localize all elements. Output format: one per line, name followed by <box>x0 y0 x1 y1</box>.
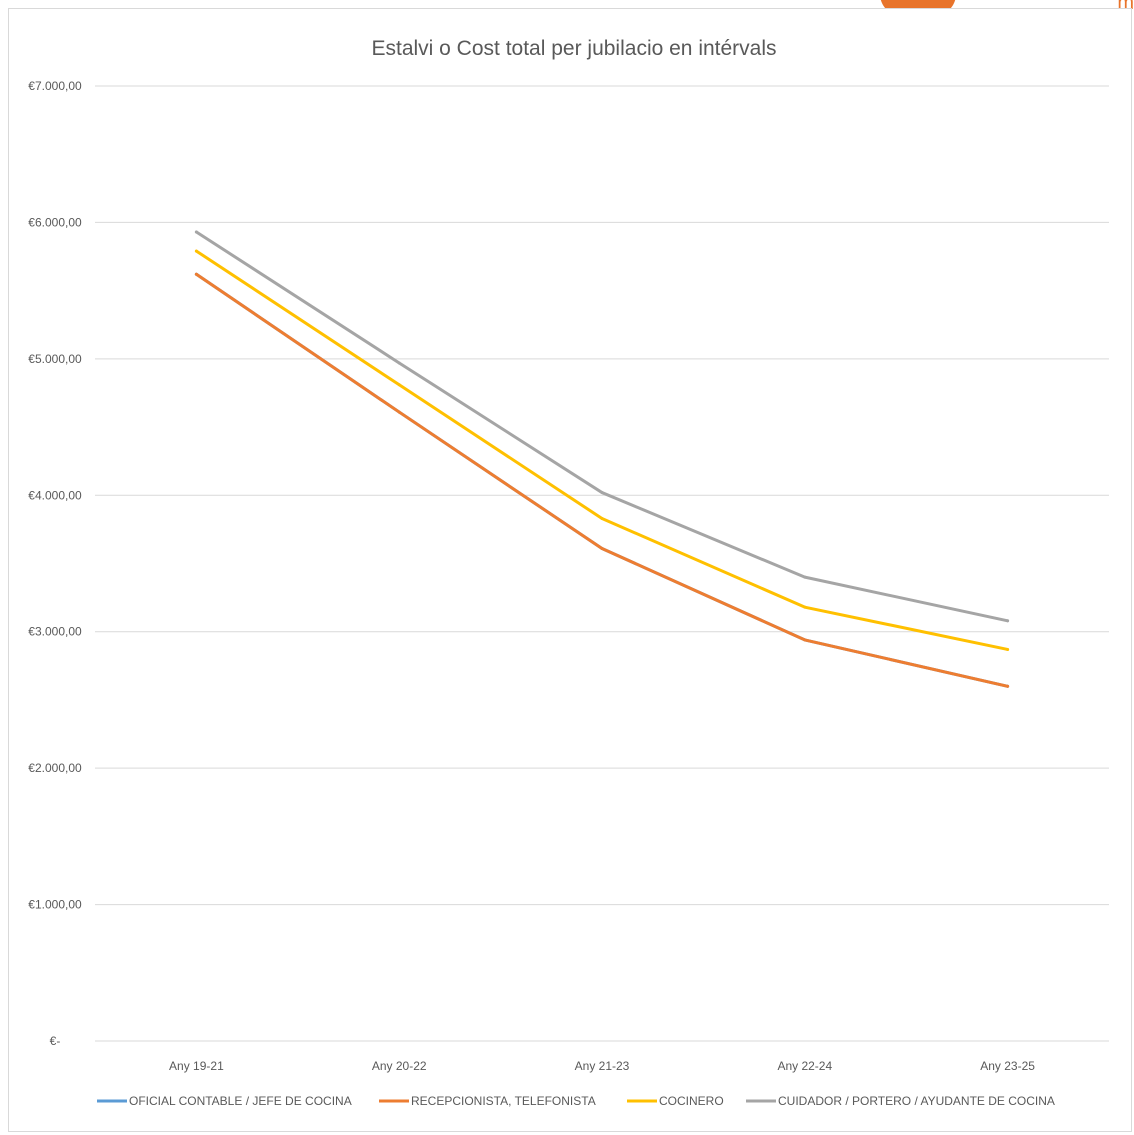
x-tick-label: Any 22-24 <box>777 1059 832 1073</box>
y-tick-label: €6.000,00 <box>28 215 82 229</box>
data-point <box>397 410 401 414</box>
y-tick-label: €2.000,00 <box>28 761 82 775</box>
chart-title: Estalvi o Cost total per jubilacio en in… <box>371 37 776 60</box>
data-point <box>600 546 604 550</box>
legend-label: OFICIAL CONTABLE / JEFE DE COCINA <box>129 1094 352 1108</box>
x-axis-ticks: Any 19-21 Any 20-22 Any 21-23 Any 22-24 Any … <box>169 1059 1035 1073</box>
y-tick-label: €- <box>50 1034 61 1048</box>
grid-lines <box>95 85 1109 1042</box>
y-tick-label: €4.000,00 <box>28 488 82 502</box>
y-tick-label: €7.000,00 <box>28 79 82 93</box>
data-point <box>803 638 807 642</box>
legend-label: COCINERO <box>659 1094 724 1108</box>
data-point <box>803 605 807 609</box>
data-point <box>600 491 604 495</box>
y-tick-label: €3.000,00 <box>28 625 82 639</box>
legend-label: CUIDADOR / PORTERO / AYUDANTE DE COCINA <box>778 1094 1055 1108</box>
y-tick-label: €5.000,00 <box>28 352 82 366</box>
x-tick-label: Any 21-23 <box>575 1059 630 1073</box>
line-chart: Estalvi o Cost total per jubilacio en in… <box>28 37 1109 1108</box>
data-point <box>194 272 198 276</box>
data-point <box>600 516 604 520</box>
data-point <box>1006 619 1010 623</box>
data-point <box>1006 684 1010 688</box>
x-tick-label: Any 20-22 <box>372 1059 427 1073</box>
series-line <box>194 230 1010 623</box>
y-tick-label: €1.000,00 <box>28 898 82 912</box>
x-tick-label: Any 19-21 <box>169 1059 224 1073</box>
legend-label: RECEPCIONISTA, TELEFONISTA <box>411 1094 596 1108</box>
series-lines <box>194 230 1010 688</box>
chart-area: Estalvi o Cost total per jubilacio en in… <box>8 8 1132 1132</box>
data-point <box>1006 647 1010 651</box>
data-point <box>397 361 401 365</box>
y-axis-ticks: €- €1.000,00 €2.000,00 €3.000,00 €4.000,00 €5… <box>28 79 82 1048</box>
data-point <box>194 230 198 234</box>
x-tick-label: Any 23-25 <box>980 1059 1035 1073</box>
data-point <box>397 383 401 387</box>
data-point <box>803 575 807 579</box>
legend: OFICIAL CONTABLE / JEFE DE COCINA RECEPCI… <box>97 1094 1055 1108</box>
data-point <box>194 249 198 253</box>
